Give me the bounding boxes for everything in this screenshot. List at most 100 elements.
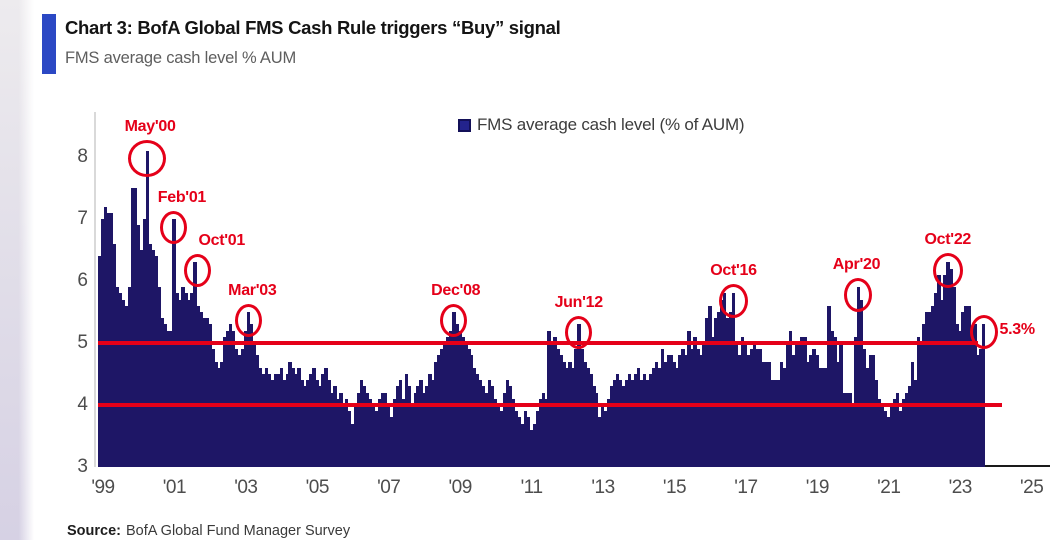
annotation-circle <box>184 253 212 287</box>
cash-level-bar <box>118 293 123 467</box>
title-accent-bar <box>42 14 56 74</box>
cash-level-bar <box>458 330 462 467</box>
cash-level-bar <box>830 330 834 467</box>
cash-level-bar <box>949 268 953 467</box>
cash-level-bar <box>592 386 596 467</box>
cash-level-bar <box>773 380 778 467</box>
cash-level-bar <box>877 398 882 467</box>
annotation-circle <box>160 210 188 244</box>
cash-level-bar <box>574 349 578 467</box>
cash-level-bar <box>154 256 158 467</box>
cash-level-bar <box>362 386 367 467</box>
chart-subtitle: FMS average cash level % AUM <box>65 49 296 67</box>
cash-level-bar <box>660 349 664 467</box>
cash-level-bar <box>559 355 563 467</box>
cash-level-bar <box>580 349 584 467</box>
cash-level-bar <box>121 299 126 467</box>
cash-level-bar <box>249 324 254 467</box>
x-tick-label: '99 <box>91 477 115 498</box>
cash-level-bar <box>779 361 784 467</box>
cash-level-bar <box>98 256 102 467</box>
sell-threshold-line <box>98 403 1002 407</box>
cash-level-bar <box>392 398 397 467</box>
cash-level-bar <box>377 398 382 467</box>
cash-level-bar <box>395 386 400 467</box>
cash-level-bar <box>821 367 825 467</box>
cash-level-bar <box>202 318 206 467</box>
buy-threshold-line <box>98 341 978 345</box>
cash-level-bar <box>642 374 647 467</box>
cash-level-bar <box>928 312 932 467</box>
y-tick-label: 6 <box>77 270 88 291</box>
cash-level-bar <box>892 398 897 467</box>
cash-level-bar <box>687 330 691 467</box>
cash-level-bar <box>589 374 593 467</box>
cash-level-bar <box>237 355 242 467</box>
cash-level-bar <box>723 293 727 467</box>
cash-level-bar <box>139 250 144 467</box>
cash-level-bar <box>544 398 548 467</box>
x-tick-label: '19 <box>805 477 830 498</box>
cash-level-bar <box>982 324 986 467</box>
cash-level-bar <box>356 392 361 467</box>
x-tick-label: '17 <box>734 477 758 498</box>
cash-level-bar <box>708 305 712 467</box>
cash-level-bar <box>961 312 965 467</box>
cash-level-bar <box>312 367 316 467</box>
y-tick-label: 5 <box>77 332 88 353</box>
cash-level-bar <box>874 380 879 467</box>
cash-level-bar <box>812 349 816 467</box>
x-tick-label: '25 <box>1020 477 1044 498</box>
cash-level-bar <box>145 150 150 467</box>
cash-level-bar <box>324 367 328 467</box>
cash-level-bar <box>865 367 870 467</box>
cash-level-bar <box>386 405 391 467</box>
cash-level-bar <box>657 367 661 467</box>
cash-level-bar <box>517 417 522 467</box>
cash-level-bar <box>187 299 191 467</box>
cash-level-bar <box>193 262 197 467</box>
x-tick-label: '03 <box>234 477 258 498</box>
cash-level-bar <box>523 411 528 467</box>
chart-legend: FMS average cash level (% of AUM) <box>458 115 745 135</box>
cash-level-bar <box>169 330 173 467</box>
cash-level-bar <box>353 405 358 467</box>
cash-level-bar <box>767 361 772 467</box>
cash-level-bar <box>315 380 319 467</box>
cash-level-bar <box>473 367 477 467</box>
cash-level-bar <box>663 361 667 467</box>
cash-level-bar <box>538 398 542 467</box>
cash-level-bar <box>467 349 471 467</box>
cash-level-bar <box>699 355 703 467</box>
cash-level-bar <box>678 355 682 467</box>
cash-level-bar <box>815 355 819 467</box>
cash-level-bar <box>380 392 385 467</box>
cash-level-bar <box>609 386 614 467</box>
cash-level-bar <box>303 386 307 467</box>
cash-level-bar <box>729 312 733 467</box>
cash-level-bar <box>612 380 617 467</box>
cash-level-bar <box>615 374 620 467</box>
cash-level-bar <box>583 361 587 467</box>
cash-level-bar <box>979 349 983 467</box>
cash-level-bar <box>258 367 263 467</box>
chart-title: Chart 3: BofA Global FMS Cash Rule trigg… <box>65 17 561 38</box>
cash-level-bar <box>720 299 724 467</box>
cash-level-bar <box>383 392 388 467</box>
cash-level-bar <box>862 349 867 467</box>
cash-level-bar <box>124 305 129 467</box>
cash-level-bar <box>505 380 510 467</box>
cash-level-bar <box>595 392 599 467</box>
cash-level-bar <box>398 380 403 467</box>
cash-level-bar <box>770 380 775 467</box>
annotation-circle <box>932 252 963 288</box>
cash-level-bar <box>967 305 971 467</box>
cash-level-bar <box>651 367 656 467</box>
cash-level-bar <box>621 386 626 467</box>
cash-level-bar <box>163 324 167 467</box>
cash-level-bar <box>267 374 272 467</box>
cash-level-bar <box>306 380 310 467</box>
cash-level-bar <box>848 392 852 467</box>
cash-level-bar <box>490 386 495 467</box>
